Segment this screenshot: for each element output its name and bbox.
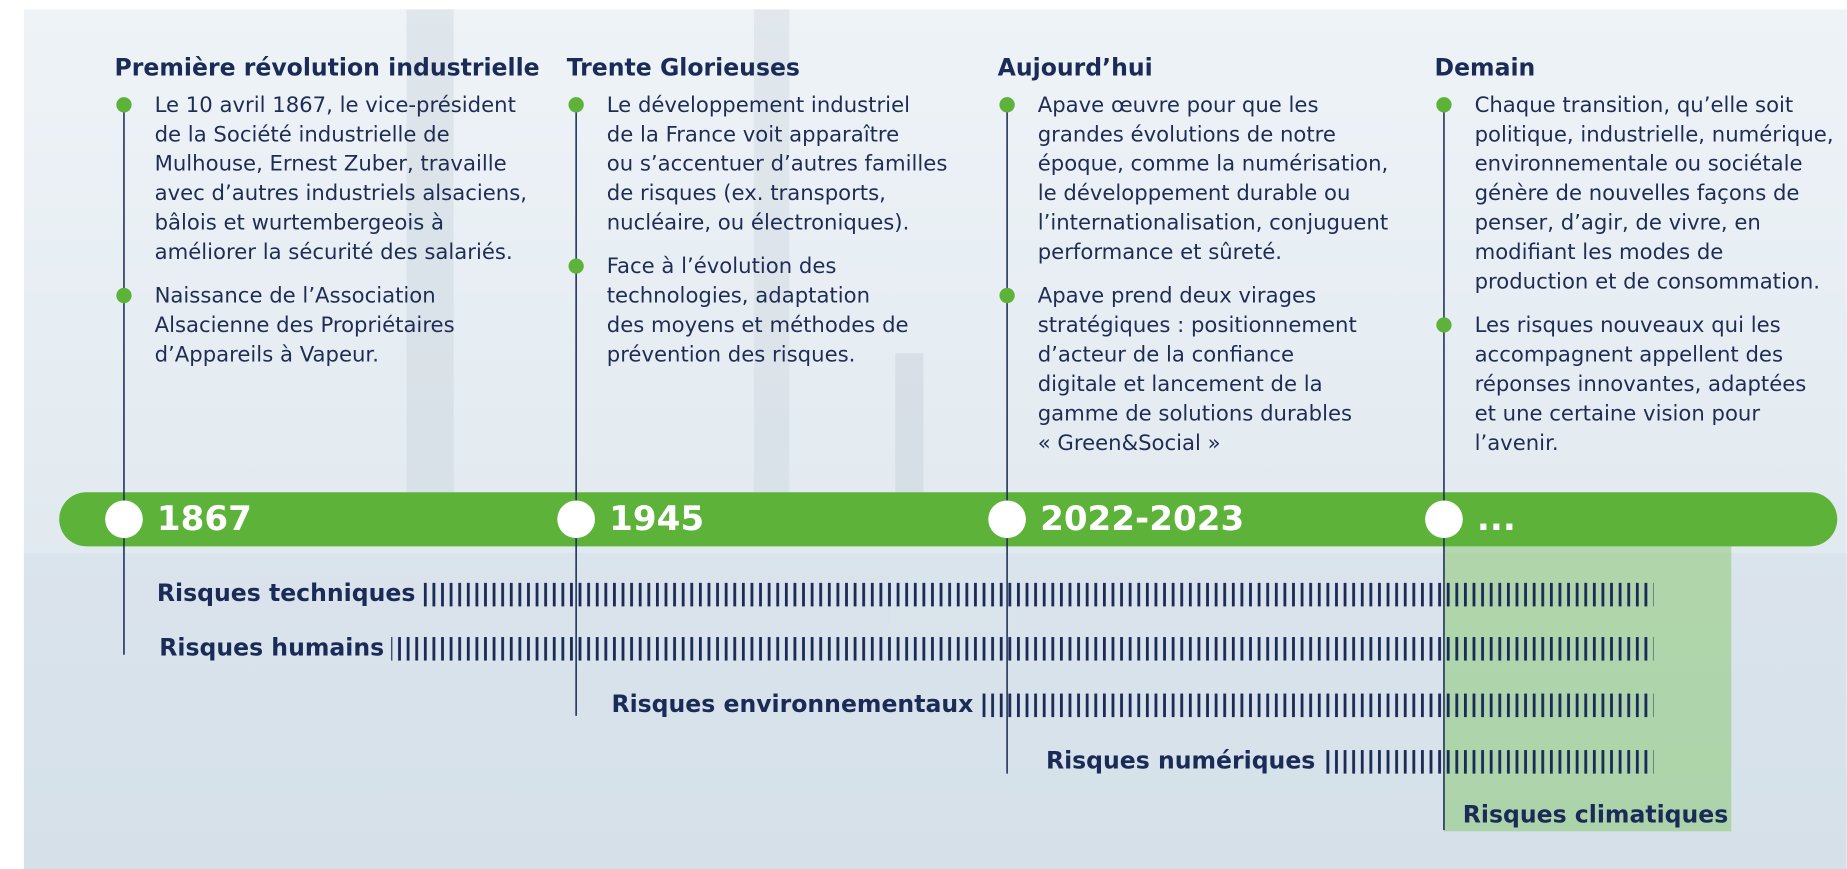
risk-hatching (980, 694, 1653, 718)
bullet-text: bâlois et wurtembergeois à (155, 210, 444, 235)
bullet-dot (1436, 317, 1451, 332)
bullet-text: génère de nouvelles façons de (1475, 180, 1800, 205)
timeline-bar (59, 492, 1837, 546)
risk-label: Risques climatiques (1463, 801, 1728, 829)
bullet-text: d’Appareils à Vapeur. (155, 341, 379, 366)
bullet-text: avec d’autres industriels alsaciens, (155, 180, 527, 205)
bullet-text: de la Société industrielle de (155, 121, 450, 146)
bullet-text: réponses innovantes, adaptées (1475, 371, 1807, 396)
timeline-dot (557, 500, 595, 538)
bullet-text: Face à l’évolution des (607, 253, 837, 278)
timeline-dot (105, 500, 143, 538)
risk-hatching (391, 637, 1653, 661)
timeline-infographic: Première révolution industrielle Le 10 av… (0, 0, 1847, 869)
bullet-text: production et de consommation. (1475, 268, 1820, 293)
bullet-text: Naissance de l’Association (155, 283, 436, 308)
period-title: Première révolution industrielle (115, 53, 540, 81)
bullet-text: nucléaire, ou électroniques). (607, 210, 910, 235)
bullet-text: Les risques nouveaux qui les (1475, 312, 1781, 337)
bullet-text: performance et sûreté. (1038, 239, 1282, 264)
bullet-text: Apave prend deux virages (1038, 283, 1316, 308)
bullet-text: le développement durable ou (1038, 180, 1351, 205)
bullet-dot (568, 97, 583, 112)
bullet-text: époque, comme la numérisation, (1038, 151, 1389, 176)
bullet-dot (116, 97, 131, 112)
year-label: 1945 (609, 499, 704, 539)
bullet-text: stratégiques : positionnement (1038, 312, 1357, 337)
period-title: Trente Glorieuses (567, 53, 800, 81)
period-title: Aujourd’hui (998, 53, 1153, 81)
bullet-text: des moyens et méthodes de (607, 312, 909, 337)
timeline-dot (1425, 500, 1463, 538)
bullet-dot (999, 288, 1014, 303)
bullet-text: Le développement industriel (607, 92, 910, 117)
bullet-text: « Green&Social » (1038, 430, 1221, 455)
bullet-text: améliorer la sécurité des salariés. (155, 239, 513, 264)
bullet-text: environnementale ou sociétale (1475, 151, 1803, 176)
bullet-text: accompagnent appellent des (1475, 341, 1783, 366)
bullet-text: et une certaine vision pour (1475, 400, 1761, 425)
bullet-text: Alsacienne des Propriétaires (155, 312, 455, 337)
risk-label: Risques numériques (1046, 746, 1315, 774)
bullet-text: d’acteur de la confiance (1038, 341, 1294, 366)
bullet-text: grandes évolutions de notre (1038, 121, 1336, 146)
bullet-text: Le 10 avril 1867, le vice-président (155, 92, 516, 117)
bullet-text: digitale et lancement de la (1038, 371, 1323, 396)
year-label: 2022-2023 (1040, 499, 1244, 539)
risk-label: Risques techniques (157, 579, 415, 607)
bullet-text: technologies, adaptation (607, 283, 870, 308)
bullet-text: l’internationalisation, conjuguent (1038, 210, 1388, 235)
risk-hatching (422, 583, 1653, 607)
bullet-text: Mulhouse, Ernest Zuber, travaille (155, 151, 507, 176)
bullet-text: penser, d’agir, de vivre, en (1475, 210, 1761, 235)
bullet-text: de risques (ex. transports, (607, 180, 886, 205)
risk-hatching (1322, 750, 1653, 774)
timeline-dot (988, 500, 1026, 538)
year-label: ... (1477, 499, 1516, 539)
bullet-dot (116, 288, 131, 303)
bullet-text: Chaque transition, qu’elle soit (1475, 92, 1794, 117)
year-label: 1867 (157, 499, 252, 539)
bullet-text: gamme de solutions durables (1038, 400, 1352, 425)
bullet-dot (1436, 97, 1451, 112)
bullet-text: Apave œuvre pour que les (1038, 92, 1319, 117)
period-title: Demain (1435, 53, 1536, 81)
bullet-text: modifiant les modes de (1475, 239, 1724, 264)
risk-label: Risques environnementaux (611, 690, 973, 718)
risk-label: Risques humains (159, 633, 384, 661)
bullet-text: ou s’accentuer d’autres familles (607, 151, 948, 176)
bullet-text: politique, industrielle, numérique, (1475, 121, 1834, 146)
bullet-text: de la France voit apparaître (607, 121, 899, 146)
bullet-dot (999, 97, 1014, 112)
bullet-dot (568, 258, 583, 273)
bullet-text: prévention des risques. (607, 341, 856, 366)
bullet-text: l’avenir. (1475, 430, 1559, 455)
